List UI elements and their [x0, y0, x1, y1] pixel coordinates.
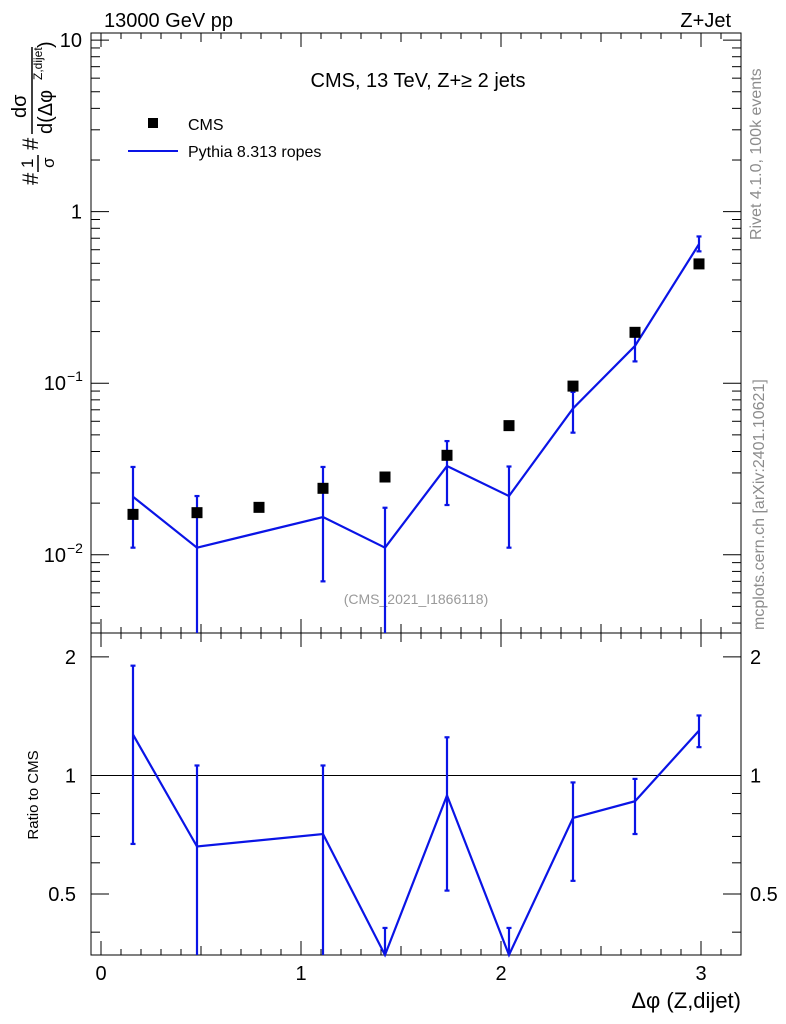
analysis-watermark: (CMS_2021_I1866118) — [344, 591, 489, 607]
main-y-axis-label: # 1 σ # dσ d(Δφ Z,dijet ) — [9, 41, 58, 185]
x-axis-label: Δφ (Z,dijet) — [631, 988, 741, 1013]
pythia-line — [132, 243, 700, 550]
y-tick-label: 1 — [71, 202, 82, 224]
cms-data-point — [317, 482, 329, 494]
ratio-series — [130, 664, 702, 958]
legend-cms-label: CMS — [188, 117, 224, 134]
ratio-y-tick-label-right: 1 — [750, 765, 761, 787]
cms-data-point — [441, 449, 453, 461]
cms-data-point — [191, 507, 203, 519]
ratio-y-tick-labels: 0.5 0.5 1 1 2 2 — [48, 647, 778, 906]
x-tick-label: 0 — [95, 963, 106, 985]
x-tick-label: 1 — [295, 963, 306, 985]
cms-data-point — [253, 501, 265, 513]
ratio-y-tick-label: 1 — [65, 765, 76, 787]
legend-pythia-label: Pythia 8.313 ropes — [188, 144, 321, 161]
y-tick-label-exponent: −1 — [67, 368, 83, 384]
cms-data-point — [693, 258, 705, 270]
cms-data-point — [567, 380, 579, 392]
x-tick-labels: 0 1 2 3 — [95, 963, 706, 985]
ratio-y-tick-label: 2 — [65, 647, 76, 669]
y-tick-label: 10 — [44, 545, 66, 567]
svg-text:1: 1 — [18, 159, 37, 168]
header-right-label: Z+Jet — [680, 10, 731, 32]
rivet-version-label: Rivet 4.1.0, 100k events — [748, 68, 765, 240]
cms-data-point — [503, 420, 515, 432]
plot-title: CMS, 13 TeV, Z+≥ 2 jets — [311, 70, 526, 92]
y-tick-label-exponent: −2 — [67, 540, 83, 556]
svg-text:d(Δφ: d(Δφ — [35, 90, 57, 134]
main-series — [127, 235, 705, 633]
ratio-line — [132, 729, 700, 958]
ratio-axis-ticks — [91, 633, 741, 955]
x-tick-label: 2 — [495, 963, 506, 985]
ratio-y-tick-label-right: 0.5 — [750, 884, 778, 906]
y-tick-label: 10 — [60, 30, 82, 52]
x-tick-label: 3 — [695, 963, 706, 985]
ratio-y-axis-label: Ratio to CMS — [25, 750, 42, 839]
y-tick-label: 10 — [44, 373, 66, 395]
cms-data-point — [629, 326, 641, 338]
svg-text:Z,dijet: Z,dijet — [31, 47, 45, 80]
ratio-y-tick-label: 0.5 — [48, 884, 76, 906]
svg-text:#: # — [18, 137, 43, 150]
ratio-y-tick-label-right: 2 — [750, 647, 761, 669]
svg-text:#: # — [18, 172, 43, 185]
svg-text:dσ: dσ — [9, 94, 31, 118]
legend: CMS Pythia 8.313 ropes — [128, 117, 321, 161]
svg-text:σ: σ — [39, 157, 58, 168]
mcplots-label: mcplots.cern.ch [arXiv:2401.10621] — [751, 379, 768, 630]
main-axis-ticks — [91, 33, 741, 633]
cms-data-point — [127, 508, 139, 520]
ratio-panel-frame — [90, 632, 742, 956]
svg-text:): ) — [35, 41, 57, 48]
cms-data-point — [379, 471, 391, 483]
header-left-label: 13000 GeV pp — [104, 10, 233, 32]
legend-cms-marker — [148, 118, 158, 128]
